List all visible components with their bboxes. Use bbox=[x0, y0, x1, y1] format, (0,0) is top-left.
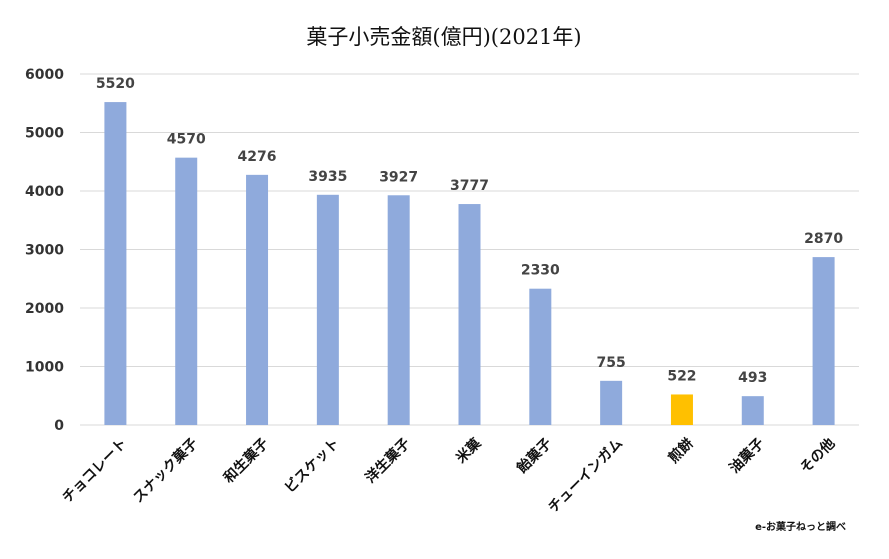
bar-6 bbox=[529, 288, 552, 425]
data-label-4: 3927 bbox=[379, 169, 418, 185]
x-axis-ticks: チョコレート スナック菓子 和生菓子 ビスケット 洋生菓子 米菓 飴菓子チューインガム 煎餅油… bbox=[60, 434, 839, 516]
source-credit: e-お菓子ねっと調べ bbox=[755, 520, 846, 533]
y-tick-label: 5000 bbox=[25, 126, 64, 142]
x-tick-label-4: 洋生菓子 bbox=[362, 435, 414, 487]
x-tick-label-10: その他 bbox=[797, 435, 839, 477]
bar-5 bbox=[458, 204, 481, 425]
data-label-9: 493 bbox=[738, 370, 767, 386]
bar-1 bbox=[175, 157, 198, 425]
x-tick-label-7: チューインガム bbox=[545, 436, 626, 517]
bar-3 bbox=[316, 194, 339, 425]
data-label-5: 3777 bbox=[450, 178, 489, 194]
data-label-7: 755 bbox=[597, 355, 626, 371]
data-label-10: 2870 bbox=[804, 231, 843, 247]
y-tick-label: 2000 bbox=[25, 301, 64, 317]
bar-4 bbox=[387, 195, 410, 425]
x-tick-label-2: 和生菓子 bbox=[220, 435, 272, 487]
bar-7 bbox=[600, 380, 623, 425]
data-label-1: 4570 bbox=[167, 132, 206, 148]
bar-8 bbox=[670, 394, 693, 425]
x-tick-label-6: 飴菓子 bbox=[513, 435, 555, 477]
data-label-2: 4276 bbox=[238, 149, 277, 165]
data-label-6: 2330 bbox=[521, 263, 560, 279]
bars bbox=[104, 102, 835, 425]
data-label-0: 5520 bbox=[96, 76, 135, 92]
y-axis-ticks: 0 1000 2000 3000 4000 5000 6000 bbox=[25, 67, 64, 434]
bar-0 bbox=[104, 102, 127, 425]
x-tick-label-9: 油菓子 bbox=[726, 435, 768, 477]
chart-title: 菓子小売金額(億円)(2021年) bbox=[306, 25, 581, 49]
y-tick-label: 4000 bbox=[25, 184, 64, 200]
x-tick-label-8: 煎餅 bbox=[665, 435, 697, 467]
data-label-3: 3935 bbox=[308, 169, 347, 185]
bar-2 bbox=[246, 174, 269, 425]
y-tick-label: 3000 bbox=[25, 243, 64, 259]
x-tick-label-1: スナック菓子 bbox=[130, 435, 201, 506]
bar-9 bbox=[741, 396, 764, 425]
bar-10 bbox=[812, 257, 835, 425]
data-labels: 5520 4570 4276 3935 3927 3777 2330 755 522 493 287… bbox=[96, 76, 843, 386]
y-tick-label: 6000 bbox=[25, 67, 64, 83]
x-tick-label-0: チョコレート bbox=[60, 436, 131, 507]
y-tick-label: 1000 bbox=[25, 360, 64, 376]
x-tick-label-3: ビスケット bbox=[282, 436, 343, 497]
data-label-8: 522 bbox=[667, 368, 696, 384]
x-tick-label-5: 米菓 bbox=[453, 434, 486, 467]
y-tick-label: 0 bbox=[54, 418, 64, 434]
